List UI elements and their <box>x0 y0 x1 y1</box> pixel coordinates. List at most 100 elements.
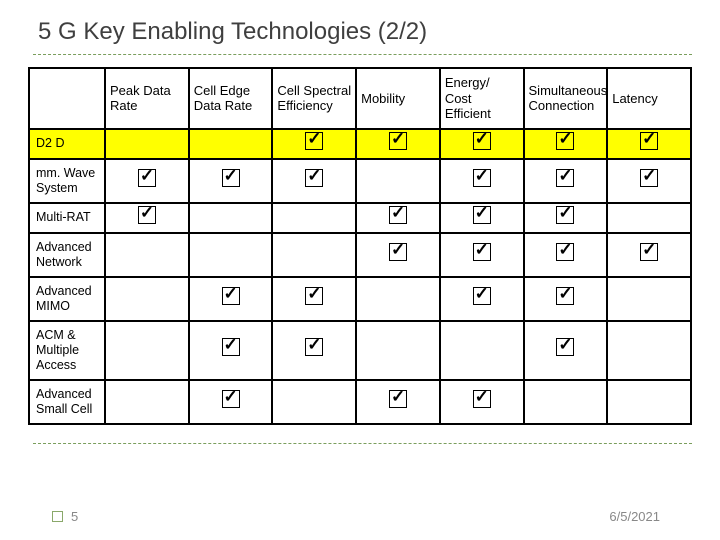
divider-bottom <box>33 443 692 444</box>
check-icon <box>556 287 574 305</box>
check-cell <box>356 380 440 424</box>
check-icon <box>222 169 240 187</box>
check-cell <box>105 129 189 159</box>
check-cell <box>440 277 524 321</box>
check-cell <box>607 203 691 233</box>
check-cell <box>189 233 273 277</box>
row-label: D2 D <box>29 129 105 159</box>
check-cell <box>607 233 691 277</box>
check-icon <box>556 206 574 224</box>
check-cell <box>524 233 608 277</box>
row-label: mm. Wave System <box>29 159 105 203</box>
check-cell <box>524 129 608 159</box>
check-icon <box>138 169 156 187</box>
col-header: Mobility <box>356 68 440 129</box>
check-cell <box>105 159 189 203</box>
check-cell <box>189 159 273 203</box>
check-cell <box>272 159 356 203</box>
row-label: ACM & Multiple Access <box>29 321 105 380</box>
col-header: Cell Edge Data Rate <box>189 68 273 129</box>
check-cell <box>607 380 691 424</box>
col-header: Peak Data Rate <box>105 68 189 129</box>
check-cell <box>272 321 356 380</box>
check-icon <box>473 169 491 187</box>
check-icon <box>222 390 240 408</box>
check-icon <box>389 206 407 224</box>
check-cell <box>356 321 440 380</box>
check-icon <box>556 243 574 261</box>
check-icon <box>305 132 323 150</box>
check-cell <box>105 277 189 321</box>
check-icon <box>305 338 323 356</box>
check-cell <box>356 129 440 159</box>
footer: 5 6/5/2021 <box>0 509 720 524</box>
check-icon <box>473 206 491 224</box>
check-icon <box>473 243 491 261</box>
check-icon <box>138 206 156 224</box>
row-label: Advanced MIMO <box>29 277 105 321</box>
check-icon <box>222 338 240 356</box>
check-cell <box>440 203 524 233</box>
check-icon <box>389 390 407 408</box>
check-cell <box>356 203 440 233</box>
check-cell <box>105 380 189 424</box>
check-icon <box>556 132 574 150</box>
check-cell <box>189 203 273 233</box>
check-cell <box>356 277 440 321</box>
check-cell <box>356 159 440 203</box>
check-cell <box>189 129 273 159</box>
check-cell <box>524 380 608 424</box>
check-cell <box>105 233 189 277</box>
check-cell <box>524 159 608 203</box>
col-header: Cell Spectral Efficiency <box>272 68 356 129</box>
check-icon <box>389 132 407 150</box>
page-bullet <box>52 511 63 522</box>
table-row: Multi-RAT <box>29 203 691 233</box>
check-cell <box>607 321 691 380</box>
tech-table: Peak Data RateCell Edge Data RateCell Sp… <box>28 67 692 425</box>
check-cell <box>524 203 608 233</box>
page-number: 5 <box>71 509 78 524</box>
table-row: ACM & Multiple Access <box>29 321 691 380</box>
col-header: Simultaneous Connection <box>524 68 608 129</box>
check-cell <box>105 321 189 380</box>
check-cell <box>440 321 524 380</box>
check-cell <box>272 277 356 321</box>
check-icon <box>556 338 574 356</box>
check-icon <box>473 390 491 408</box>
footer-date: 6/5/2021 <box>609 509 660 524</box>
check-icon <box>556 169 574 187</box>
col-header: Latency <box>607 68 691 129</box>
check-cell <box>524 321 608 380</box>
check-cell <box>607 129 691 159</box>
check-icon <box>640 132 658 150</box>
divider-top <box>33 54 692 55</box>
check-cell <box>440 380 524 424</box>
check-cell <box>189 380 273 424</box>
check-cell <box>272 203 356 233</box>
check-cell <box>272 380 356 424</box>
check-icon <box>640 169 658 187</box>
check-icon <box>640 243 658 261</box>
table-row: Advanced MIMO <box>29 277 691 321</box>
check-cell <box>356 233 440 277</box>
row-label: Advanced Small Cell <box>29 380 105 424</box>
check-icon <box>473 132 491 150</box>
table-row: mm. Wave System <box>29 159 691 203</box>
slide-title: 5 G Key Enabling Technologies (2/2) <box>38 18 692 46</box>
row-label: Multi-RAT <box>29 203 105 233</box>
table-row: D2 D <box>29 129 691 159</box>
check-cell <box>189 277 273 321</box>
table-row: Advanced Network <box>29 233 691 277</box>
check-icon <box>305 287 323 305</box>
col-header-empty <box>29 68 105 129</box>
col-header: Energy/ Cost Efficient <box>440 68 524 129</box>
check-cell <box>105 203 189 233</box>
table-row: Advanced Small Cell <box>29 380 691 424</box>
check-cell <box>440 159 524 203</box>
check-cell <box>607 159 691 203</box>
check-cell <box>524 277 608 321</box>
row-label: Advanced Network <box>29 233 105 277</box>
check-cell <box>440 129 524 159</box>
check-icon <box>389 243 407 261</box>
